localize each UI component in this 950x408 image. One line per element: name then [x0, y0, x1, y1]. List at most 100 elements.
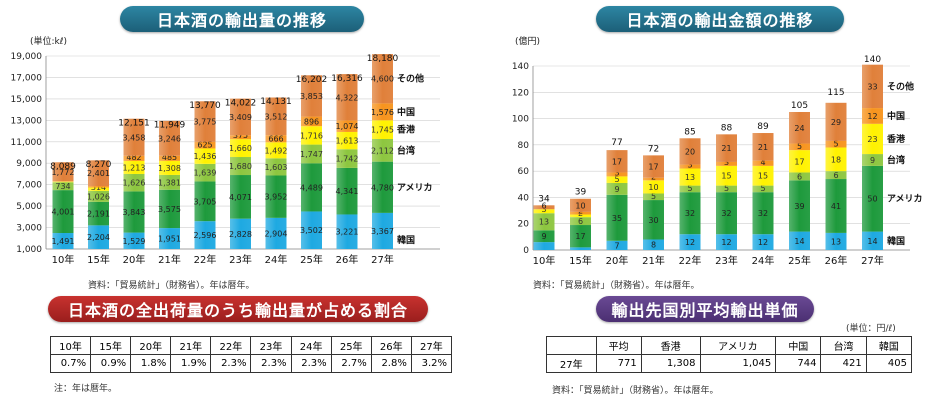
unit-price-value-cell: 1,308	[640, 354, 701, 373]
series-label-usa: アメリカ	[887, 194, 923, 205]
series-label-other: その他	[397, 73, 424, 85]
series-label-china: 中国	[397, 106, 415, 118]
share-header-cell: 21年	[170, 336, 212, 355]
unit-price-value-row: 27年 771 1,308 1,045 744 421 405	[546, 354, 913, 373]
share-note: 注：年は暦年。	[54, 384, 118, 394]
bar-segment-other	[159, 120, 180, 156]
bar-segment-usa	[606, 194, 628, 241]
data-label: 3,221	[336, 228, 359, 237]
bar-segment-usa	[570, 225, 591, 248]
bar-segment-korea	[570, 247, 591, 250]
export-volume-chart: (単位:kℓ) 1,000 3,000 5,000 7,000 9,000 11,000 13…	[11, 35, 440, 266]
bar-segment-other	[825, 102, 847, 141]
total-label: 12,151	[118, 118, 150, 128]
data-label: 8	[651, 241, 656, 250]
bar-segment-usa	[88, 201, 109, 226]
total-label: 88	[721, 123, 733, 133]
series-label-other: その他	[887, 80, 914, 92]
bar-segment-other	[52, 162, 74, 182]
x-tick-label: 22年	[679, 254, 702, 267]
bar-segment-other	[716, 134, 737, 162]
data-label: 9	[614, 185, 619, 194]
bar-segment-korea	[679, 234, 701, 250]
bar-segment-china	[123, 155, 145, 161]
data-label: 666	[268, 134, 283, 143]
data-label: 13	[685, 173, 695, 182]
bar-segment-taiwan	[533, 213, 555, 231]
bar-segment-usa	[52, 190, 74, 234]
x-tick-label: 27年	[371, 253, 394, 266]
data-label: 896	[304, 117, 319, 126]
bar-segment-usa	[301, 163, 322, 212]
data-label: 3,952	[265, 193, 288, 202]
volume-source-note: 資料：「貿易統計」（財務省）。年は暦年。	[88, 281, 255, 291]
data-label: 482	[126, 153, 141, 162]
data-label: 3,512	[265, 112, 288, 121]
bar-segment-usa	[230, 175, 251, 219]
data-label: 1,660	[229, 144, 252, 153]
bar-segment-korea	[52, 233, 74, 249]
data-label: 1,576	[371, 108, 394, 117]
data-label: 3,246	[158, 134, 181, 143]
bar-segment-china	[301, 116, 322, 127]
series-label-korea: 韓国	[887, 235, 905, 247]
x-tick-label: 20年	[123, 253, 146, 266]
data-label: 1,308	[158, 164, 181, 173]
data-label: 33	[867, 82, 877, 91]
bar-segment-other	[862, 64, 883, 109]
data-label: 3,705	[194, 197, 217, 206]
data-label: 4,071	[229, 193, 252, 202]
data-label: 1,492	[265, 146, 288, 155]
data-label: 1,639	[194, 169, 217, 178]
data-label: 21	[721, 144, 731, 153]
series-label-taiwan: 台湾	[887, 154, 905, 166]
data-label: 1,951	[158, 235, 181, 244]
bar-segment-hongkong	[679, 168, 701, 186]
data-label: 734	[55, 182, 70, 191]
bar-segment-usa	[679, 192, 701, 235]
value-source-note: 資料：「貿易統計」（財務省）。年は暦年。	[533, 281, 700, 291]
bar-segment-china	[230, 135, 251, 140]
data-label: 4,001	[52, 208, 75, 217]
data-label: 3	[724, 158, 729, 167]
data-label: 3,367	[371, 227, 394, 236]
bar-segment-taiwan	[643, 193, 664, 201]
bar-segment-other	[752, 133, 774, 161]
unit-price-unit: (単位：円/ℓ)	[846, 324, 896, 334]
share-header-cell: 23年	[250, 336, 292, 355]
bar-segment-korea	[336, 214, 358, 249]
x-tick-label: 21年	[642, 254, 665, 267]
data-label: 4,341	[336, 187, 359, 196]
data-label: 17	[575, 232, 585, 241]
data-label: 625	[197, 140, 212, 149]
data-label: 2,204	[87, 233, 110, 242]
data-label: 5	[687, 184, 692, 193]
y-tick-label: 0	[523, 246, 529, 256]
data-label: 41	[831, 202, 841, 211]
bar-segment-hongkong	[336, 131, 358, 150]
data-label: 1,747	[300, 150, 323, 159]
share-header-cell: 27年	[410, 336, 453, 355]
data-label: 32	[758, 209, 768, 218]
share-value-cell: 2.3%	[250, 354, 292, 373]
total-label: 89	[757, 122, 769, 132]
bar-segment-china	[643, 177, 664, 181]
share-value-cell: 2.7%	[330, 354, 372, 373]
data-label: 2,904	[265, 229, 288, 238]
bar-segment-korea	[230, 218, 251, 249]
x-tick-label: 10年	[52, 253, 75, 266]
share-value-cell: 1.9%	[170, 354, 212, 373]
share-header-cell: 20年	[130, 336, 172, 355]
y-tick-label: 1,000	[16, 245, 42, 255]
x-tick-label: 22年	[194, 253, 217, 266]
total-label: 14,022	[225, 98, 257, 108]
y-tick-label: 20	[518, 220, 530, 230]
bar-segment-taiwan	[862, 154, 883, 166]
data-label: 1,603	[265, 163, 288, 172]
unit-price-value-cell: 744	[775, 354, 822, 373]
data-label: 1,529	[123, 237, 146, 246]
unit-price-table-title: 輸出先国別平均輸出単価	[596, 296, 814, 322]
y-tick-label: 11,000	[11, 138, 43, 148]
total-label: 16,202	[296, 75, 328, 85]
data-label: 6	[578, 217, 583, 226]
